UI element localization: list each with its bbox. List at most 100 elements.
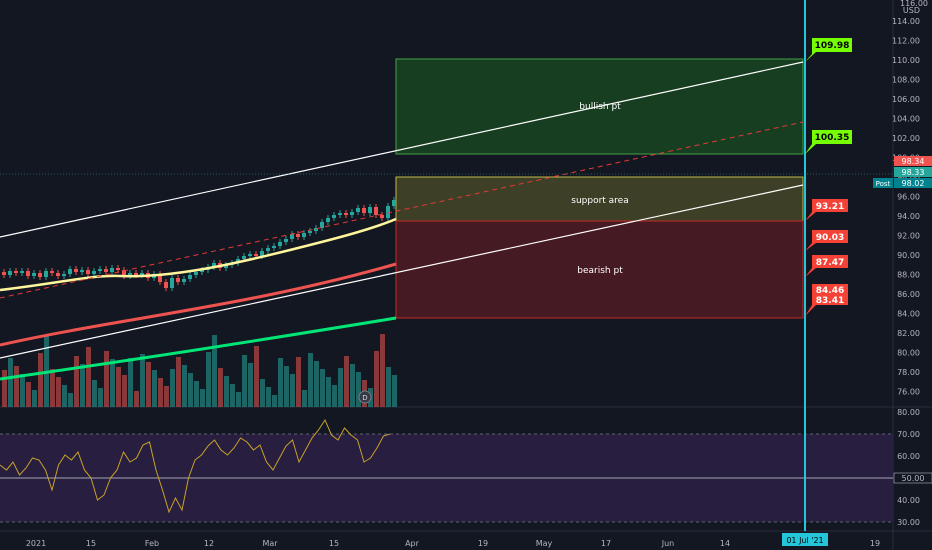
cursor-date-text: 01 Jul '21	[786, 536, 823, 545]
volume-bar	[164, 386, 169, 407]
volume-bar	[170, 369, 175, 407]
volume-bar	[236, 392, 241, 407]
candle-body	[344, 213, 348, 215]
candle-body	[338, 213, 342, 215]
candle-body	[182, 279, 186, 282]
candle-body	[332, 215, 336, 218]
candle-body	[386, 206, 390, 218]
cursor-date-badge: 01 Jul '21	[782, 533, 828, 546]
volume-bar	[158, 378, 163, 407]
volume-bar	[92, 380, 97, 407]
support-zone[interactable]	[395, 176, 804, 222]
tag-bull-high[interactable]: 109.98	[805, 38, 852, 62]
time-tick-label: 15	[86, 539, 96, 548]
volume-bar	[146, 362, 151, 407]
volume-bar	[206, 352, 211, 407]
tag-support-low-text: 93.21	[816, 202, 844, 212]
volume-bar	[38, 353, 43, 407]
candle-body	[200, 270, 204, 272]
volume-bar	[302, 390, 307, 407]
lower-channel-line[interactable]	[0, 184, 804, 359]
time-tick-label: 19	[478, 539, 488, 548]
rsi-tick-label: 60.00	[897, 452, 920, 461]
price-tick-label: 98.00	[897, 173, 920, 182]
candle-body	[350, 212, 354, 215]
candle-body	[98, 269, 102, 271]
price-axis[interactable]: 114.00 112.00 110.00 108.00 106.00 104.00 102.…	[892, 17, 920, 397]
price-tick-label: 112.00	[892, 37, 920, 46]
time-tick-label: Mar	[262, 539, 278, 548]
volume-bar	[296, 357, 301, 407]
volume-bar	[320, 369, 325, 407]
volume-bar	[176, 357, 181, 407]
candle-body	[38, 273, 42, 277]
volume-bar	[152, 370, 157, 407]
time-tick-label: 15	[329, 539, 339, 548]
candle-body	[134, 273, 138, 275]
close-price-badge: 98.33	[894, 167, 932, 177]
tag-bull-low-text: 100.35	[815, 133, 850, 143]
volume-bar	[392, 375, 397, 407]
rsi-line	[0, 418, 391, 514]
volume-bar	[110, 359, 115, 407]
volume-bar	[356, 372, 361, 407]
volume-bar	[50, 369, 55, 407]
candle-body	[284, 239, 288, 242]
tag-bear-4-text: 83.41	[816, 296, 844, 306]
price-tick-label: 108.00	[892, 76, 920, 85]
candle-body	[116, 268, 120, 270]
tag-bear-3[interactable]: 84.46 83.41	[805, 284, 848, 316]
volume-bar	[386, 367, 391, 407]
candle-body	[2, 272, 6, 275]
volume-bar	[242, 355, 247, 407]
candle-body	[242, 256, 246, 259]
tag-bear-3-text: 84.46	[816, 286, 844, 296]
candle-body	[14, 271, 18, 273]
candle-body	[194, 272, 198, 275]
volume-bar	[230, 384, 235, 407]
candle-body	[50, 271, 54, 273]
candle-body	[188, 275, 192, 279]
candle-body	[224, 265, 228, 268]
candle-body	[122, 270, 126, 276]
candle-body	[80, 270, 84, 272]
volume-bar	[26, 382, 31, 407]
volume-bar	[350, 364, 355, 407]
tag-bull-low[interactable]: 100.35	[805, 130, 852, 154]
candle-body	[362, 208, 366, 213]
upper-channel-line[interactable]	[0, 61, 804, 238]
tag-bear-2[interactable]: 87.47	[805, 255, 848, 277]
tag-bear-2-text: 87.47	[816, 258, 844, 268]
candle-body	[272, 246, 276, 248]
candle-body	[356, 208, 360, 212]
candle-body	[290, 234, 294, 239]
candle-body	[74, 269, 78, 272]
volume-bar	[134, 391, 139, 407]
candle-body	[374, 207, 378, 215]
tag-bear-1[interactable]: 90.03	[805, 230, 848, 251]
time-axis[interactable]: 2021 15 Feb 12 Mar 15 Apr 19 May 17 Jun 14 19	[26, 539, 880, 548]
bearish-zone-label: bearish pt	[577, 266, 623, 276]
candle-body	[62, 274, 66, 276]
dividend-marker-icon[interactable]	[358, 390, 372, 404]
candle-body	[278, 242, 282, 246]
moving-average-200	[0, 316, 397, 381]
tag-support-low[interactable]: 93.21	[805, 199, 848, 221]
candle-body	[254, 254, 258, 256]
post-price-badge: Post 98.02	[873, 178, 932, 188]
currency-label: USD	[903, 6, 920, 15]
candle-body	[140, 273, 144, 275]
volume-bar	[14, 366, 19, 407]
price-tick-label: 110.00	[892, 56, 920, 65]
rsi-tick-label: 30.00	[897, 518, 920, 527]
rsi-current-text: 50.00	[902, 474, 925, 483]
time-tick-label: 17	[601, 539, 611, 548]
volume-bar	[194, 381, 199, 407]
bearish-zone[interactable]	[395, 220, 804, 319]
price-tick-label: 106.00	[892, 95, 920, 104]
mid-channel-line[interactable]	[0, 121, 804, 299]
candle-body	[20, 271, 24, 273]
volume-bar	[122, 375, 127, 407]
